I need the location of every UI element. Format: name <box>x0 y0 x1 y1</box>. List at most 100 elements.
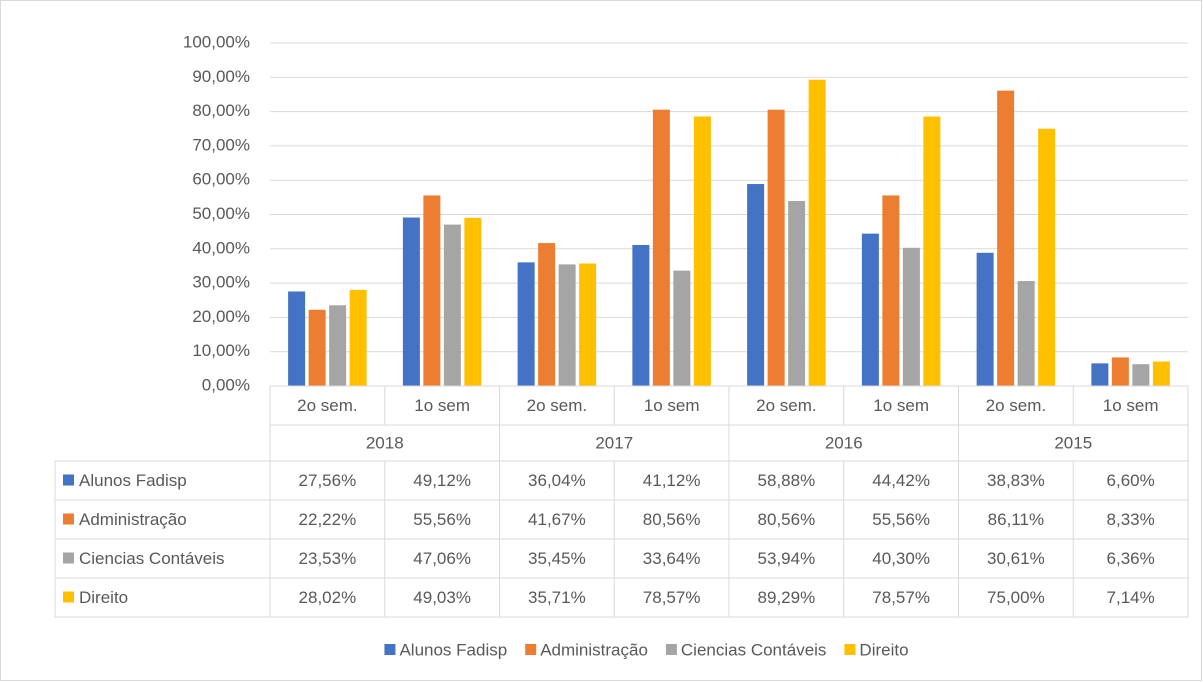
bar <box>923 116 941 387</box>
table-value: 6,60% <box>1107 471 1155 490</box>
table-value: 35,71% <box>528 588 586 607</box>
bar <box>579 263 597 386</box>
bar <box>673 270 691 386</box>
bar <box>1111 357 1129 386</box>
legend-label: Ciencias Contáveis <box>681 640 827 659</box>
bar <box>1017 281 1035 386</box>
bar <box>329 305 347 386</box>
group-label: 2018 <box>366 433 404 452</box>
table-value: 22,22% <box>299 510 357 529</box>
legend-key <box>525 644 537 655</box>
table-value: 6,36% <box>1107 549 1155 568</box>
table-value: 86,11% <box>988 510 1044 529</box>
y-tick-label: 20,00% <box>192 307 250 326</box>
table-value: 89,29% <box>758 588 816 607</box>
x-tick-label: 2o sem. <box>297 396 357 415</box>
y-tick-label: 70,00% <box>192 135 250 154</box>
x-tick-label: 1o sem <box>1103 396 1159 415</box>
table-value: 78,57% <box>872 588 930 607</box>
x-tick-label: 2o sem. <box>756 396 816 415</box>
table-value: 23,53% <box>299 549 357 568</box>
x-tick-label: 2o sem. <box>986 396 1046 415</box>
table-value: 36,04% <box>528 471 586 490</box>
table-value: 80,56% <box>643 510 701 529</box>
table-value: 28,02% <box>299 588 357 607</box>
bar <box>882 195 900 386</box>
y-tick-label: 0,00% <box>202 375 250 394</box>
bar <box>1091 363 1109 386</box>
bar <box>349 289 367 386</box>
bar <box>558 264 576 386</box>
y-tick-label: 50,00% <box>192 204 250 223</box>
bar <box>288 291 306 386</box>
table-value: 40,30% <box>872 549 930 568</box>
table-series-name: Direito <box>79 588 128 607</box>
y-tick-label: 100,00% <box>183 32 250 51</box>
table-value: 38,83% <box>987 471 1045 490</box>
legend-label: Direito <box>859 640 908 659</box>
y-tick-label: 30,00% <box>192 273 250 292</box>
bar <box>976 252 994 386</box>
table-value: 75,00% <box>987 588 1045 607</box>
bar <box>402 217 420 386</box>
table-value: 7,14% <box>1107 588 1155 607</box>
table-value: 49,03% <box>413 588 471 607</box>
table-series-name: Ciencias Contáveis <box>79 549 225 568</box>
bar <box>747 184 765 386</box>
y-tick-label: 80,00% <box>192 101 250 120</box>
bar <box>767 109 785 386</box>
bar <box>1152 361 1170 386</box>
table-value: 35,45% <box>528 549 586 568</box>
bar <box>693 116 711 387</box>
y-tick-label: 40,00% <box>192 238 250 257</box>
table-value: 41,67% <box>528 510 586 529</box>
table-value: 78,57% <box>643 588 701 607</box>
table-value: 49,12% <box>413 471 471 490</box>
table-series-name: Alunos Fadisp <box>79 471 187 490</box>
legend-label: Alunos Fadisp <box>399 640 507 659</box>
table-value: 47,06% <box>413 549 471 568</box>
legend-label: Administração <box>540 640 648 659</box>
bar <box>652 109 670 386</box>
bar <box>997 90 1015 386</box>
legend-key <box>384 644 396 655</box>
table-value: 8,33% <box>1107 510 1155 529</box>
table-value: 55,56% <box>872 510 930 529</box>
bar <box>1132 364 1150 386</box>
table-value: 27,56% <box>299 471 357 490</box>
legend-key <box>665 644 677 655</box>
table-legend-key <box>63 552 74 564</box>
bar <box>902 247 920 386</box>
x-tick-label: 1o sem <box>414 396 470 415</box>
y-tick-label: 10,00% <box>192 341 250 360</box>
group-label: 2015 <box>1054 433 1092 452</box>
y-tick-label: 90,00% <box>192 67 250 86</box>
bar <box>538 243 556 386</box>
table-value: 53,94% <box>758 549 816 568</box>
table-value: 33,64% <box>643 549 701 568</box>
table-value: 80,56% <box>758 510 816 529</box>
bar <box>861 233 879 386</box>
bar <box>808 79 826 387</box>
bar <box>308 309 326 386</box>
table-value: 41,12% <box>643 471 701 490</box>
bar <box>632 244 650 386</box>
table-value: 58,88% <box>758 471 816 490</box>
bar <box>1038 128 1056 386</box>
bar <box>443 224 461 386</box>
y-tick-label: 60,00% <box>192 170 250 189</box>
table-legend-key <box>63 591 74 603</box>
x-tick-label: 2o sem. <box>527 396 587 415</box>
group-label: 2016 <box>825 433 863 452</box>
legend-key <box>844 644 856 655</box>
bar <box>423 195 441 386</box>
bar <box>788 200 806 386</box>
table-series-name: Administração <box>79 510 187 529</box>
x-tick-label: 1o sem <box>644 396 700 415</box>
bar <box>464 217 482 386</box>
table-legend-key <box>63 513 74 525</box>
table-value: 30,61% <box>987 549 1045 568</box>
bar <box>517 262 535 386</box>
group-label: 2017 <box>595 433 633 452</box>
